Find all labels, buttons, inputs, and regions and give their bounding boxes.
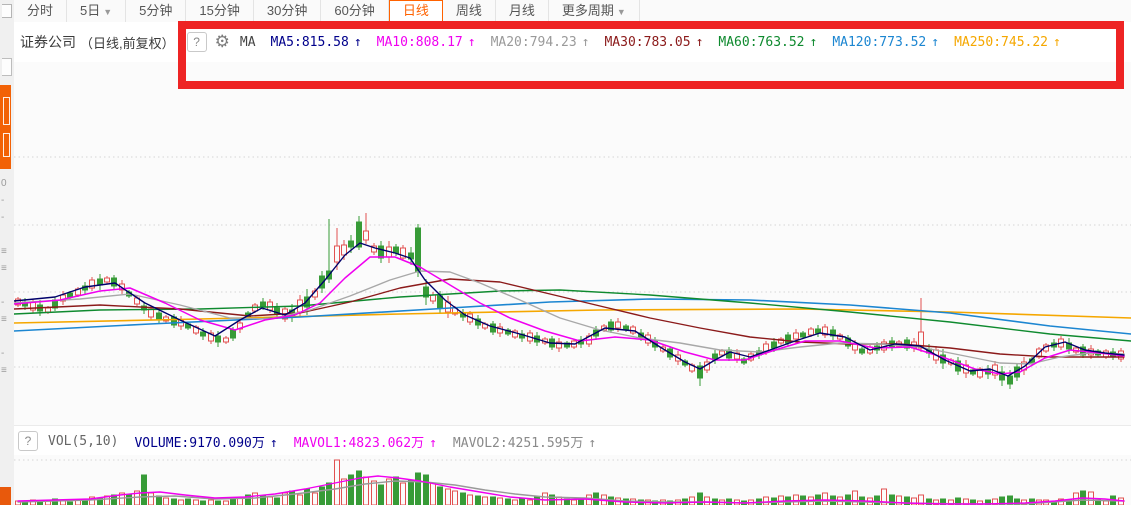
volume-values: VOLUME:9170.090万 ↑ MAVOL1:4823.062万 ↑ MAVOL2… xyxy=(118,432,596,451)
tab-分时[interactable]: 分时 xyxy=(14,0,68,22)
up-arrow-icon: ↑ xyxy=(809,34,818,50)
up-arrow-icon: ↑ xyxy=(931,34,940,50)
indicator-value: MA30:783.05 ↑ xyxy=(604,34,704,50)
indicator-value: MA250:745.22 ↑ xyxy=(954,34,1061,50)
up-arrow-icon: ↑ xyxy=(269,435,278,451)
tab-60分钟[interactable]: 60分钟 xyxy=(321,0,389,22)
tab-日线[interactable]: 日线 xyxy=(388,0,443,26)
sidebar-partial-icon xyxy=(2,4,12,18)
tab-5分钟[interactable]: 5分钟 xyxy=(126,0,187,22)
tab-月线[interactable]: 月线 xyxy=(496,0,549,22)
up-arrow-icon: ↑ xyxy=(695,34,704,50)
up-arrow-icon: ↑ xyxy=(1053,34,1061,50)
sidebar-orange-tab[interactable] xyxy=(0,85,11,169)
indicator-value: MAVOL1:4823.062万 ↑ xyxy=(293,435,437,451)
tab-15分钟[interactable]: 15分钟 xyxy=(186,0,254,22)
indicator-value: MAVOL2:4251.595万 ↑ xyxy=(452,435,597,451)
up-arrow-icon: ↑ xyxy=(467,34,476,50)
help-icon[interactable]: ? xyxy=(186,32,207,52)
tab-更多周期[interactable]: 更多周期 ▼ xyxy=(549,0,640,22)
up-arrow-icon: ↑ xyxy=(581,34,590,50)
indicator-row: 证券公司 （日线,前复权） ? ⚙ MA MA5:815.58 ↑ MA10:808… xyxy=(14,22,1131,62)
sidebar-partial-icon xyxy=(2,58,12,76)
volume-chart[interactable] xyxy=(14,455,1131,505)
up-arrow-icon: ↑ xyxy=(429,435,437,451)
tab-周线[interactable]: 周线 xyxy=(443,0,496,22)
vol-indicator-label: VOL(5,10) xyxy=(48,433,119,449)
up-arrow-icon: ↑ xyxy=(353,34,362,50)
chart-mode-label: （日线,前复权） xyxy=(80,35,175,51)
indicator-value: MA60:763.52 ↑ xyxy=(718,34,818,50)
indicator-value: VOLUME:9170.090万 ↑ xyxy=(134,435,278,451)
stock-name: 证券公司 xyxy=(20,34,76,50)
ma-values: MA5:815.58 ↑ MA10:808.17 ↑ MA20:794.23 ↑ MA30:… xyxy=(256,35,1061,50)
dropdown-arrow-icon: ▼ xyxy=(103,7,113,17)
indicator-value: MA10:808.17 ↑ xyxy=(376,34,476,50)
up-arrow-icon: ↑ xyxy=(588,435,597,451)
help-icon[interactable]: ? xyxy=(18,431,38,451)
indicator-value: MA20:794.23 ↑ xyxy=(490,34,590,50)
period-tabbar: 分时 5日 ▼ 5分钟 15分钟 30分钟 60分钟 日线 周线 月线 更多周期 ▼ xyxy=(14,0,1131,26)
volume-header: ? VOL(5,10) VOLUME:9170.090万 ↑ MAVOL1:4823… xyxy=(14,425,1131,456)
indicator-value: MA120:773.52 ↑ xyxy=(832,34,940,50)
tab-30分钟[interactable]: 30分钟 xyxy=(254,0,322,22)
indicator-value: MA5:815.58 ↑ xyxy=(270,34,362,50)
sidebar-orange-fragment xyxy=(0,487,11,505)
sidebar-axis-fragments: 0- - ≡ ≡ - ≡ - ≡ xyxy=(1,178,7,376)
gear-icon[interactable]: ⚙ xyxy=(214,32,230,51)
candlestick-chart[interactable] xyxy=(14,62,1131,425)
tab-5日[interactable]: 5日 ▼ xyxy=(67,0,127,22)
ma-group-label: MA xyxy=(239,34,256,50)
left-sidebar-strip: 0- - ≡ ≡ - ≡ - ≡ xyxy=(0,0,15,505)
dropdown-arrow-icon: ▼ xyxy=(616,7,626,17)
